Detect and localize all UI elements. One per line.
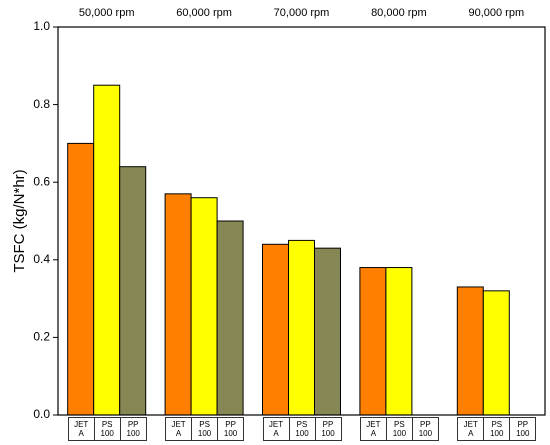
- y-tick-label: 0.6: [33, 174, 50, 188]
- bar: [359, 267, 387, 416]
- y-axis-label: TSFC (kg/N*hr): [11, 169, 28, 272]
- plot-frame: [57, 26, 546, 416]
- group-label: 50,000 rpm: [79, 7, 135, 19]
- bar-label: PP 100: [509, 417, 537, 441]
- bar: [262, 243, 289, 416]
- bar-label: JET A: [67, 417, 95, 441]
- bar-label: PP 100: [217, 417, 245, 441]
- bar-label: PP 100: [314, 417, 342, 441]
- group-label: 70,000 rpm: [274, 7, 330, 19]
- bar: [216, 220, 244, 416]
- bar: [190, 197, 218, 416]
- y-tick-label: 0.4: [33, 252, 50, 266]
- bar: [456, 286, 484, 416]
- bar-label: JET A: [359, 417, 387, 441]
- bar: [314, 247, 341, 416]
- bar: [164, 193, 192, 416]
- bar-label: PS 100: [93, 417, 121, 441]
- bar-label: JET A: [457, 417, 485, 441]
- bar: [93, 84, 121, 416]
- y-tick-label: 0.0: [33, 407, 50, 421]
- bar: [288, 239, 315, 416]
- y-tick-label: 1.0: [33, 19, 50, 33]
- bar-label: JET A: [165, 417, 193, 441]
- bar-label: PP 100: [411, 417, 439, 441]
- bar: [482, 290, 510, 416]
- group-label: 80,000 rpm: [371, 7, 427, 19]
- bar: [385, 267, 413, 416]
- y-tick-label: 0.2: [33, 330, 50, 344]
- bar: [119, 166, 147, 416]
- bar-label: PS 100: [385, 417, 413, 441]
- group-label: 60,000 rpm: [176, 7, 232, 19]
- bar: [67, 142, 95, 416]
- y-tick-label: 0.8: [33, 97, 50, 111]
- bar-label: PS 100: [191, 417, 219, 441]
- bar-label: PS 100: [288, 417, 316, 441]
- bar-label: JET A: [262, 417, 290, 441]
- bar-label: PP 100: [119, 417, 147, 441]
- bar-label: PS 100: [483, 417, 511, 441]
- group-label: 90,000 rpm: [468, 7, 524, 19]
